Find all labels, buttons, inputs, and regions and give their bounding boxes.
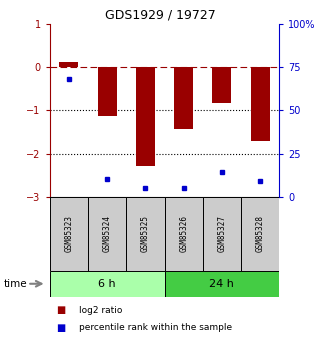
Bar [136,67,155,166]
Bar [59,62,78,67]
Text: GSM85324: GSM85324 [103,215,112,252]
Text: ■: ■ [56,323,65,333]
Bar [174,67,193,128]
Text: GSM85325: GSM85325 [141,215,150,252]
Bar [241,197,279,271]
Text: GSM85327: GSM85327 [217,215,226,252]
Bar [50,271,164,297]
Bar [203,197,241,271]
Text: time: time [3,279,27,289]
Text: log2 ratio: log2 ratio [79,306,122,315]
Bar [126,197,164,271]
Bar [164,271,279,297]
Text: 6 h: 6 h [98,279,116,289]
Text: GSM85326: GSM85326 [179,215,188,252]
Bar [98,67,117,116]
Text: GSM85328: GSM85328 [256,215,265,252]
Text: GSM85323: GSM85323 [65,215,74,252]
Bar [88,197,126,271]
Text: GDS1929 / 19727: GDS1929 / 19727 [105,9,216,22]
Bar [164,197,203,271]
Bar [50,197,88,271]
Text: 24 h: 24 h [210,279,234,289]
Bar [212,67,231,103]
Bar [251,67,270,141]
Text: percentile rank within the sample: percentile rank within the sample [79,323,232,332]
Text: ■: ■ [56,306,65,315]
